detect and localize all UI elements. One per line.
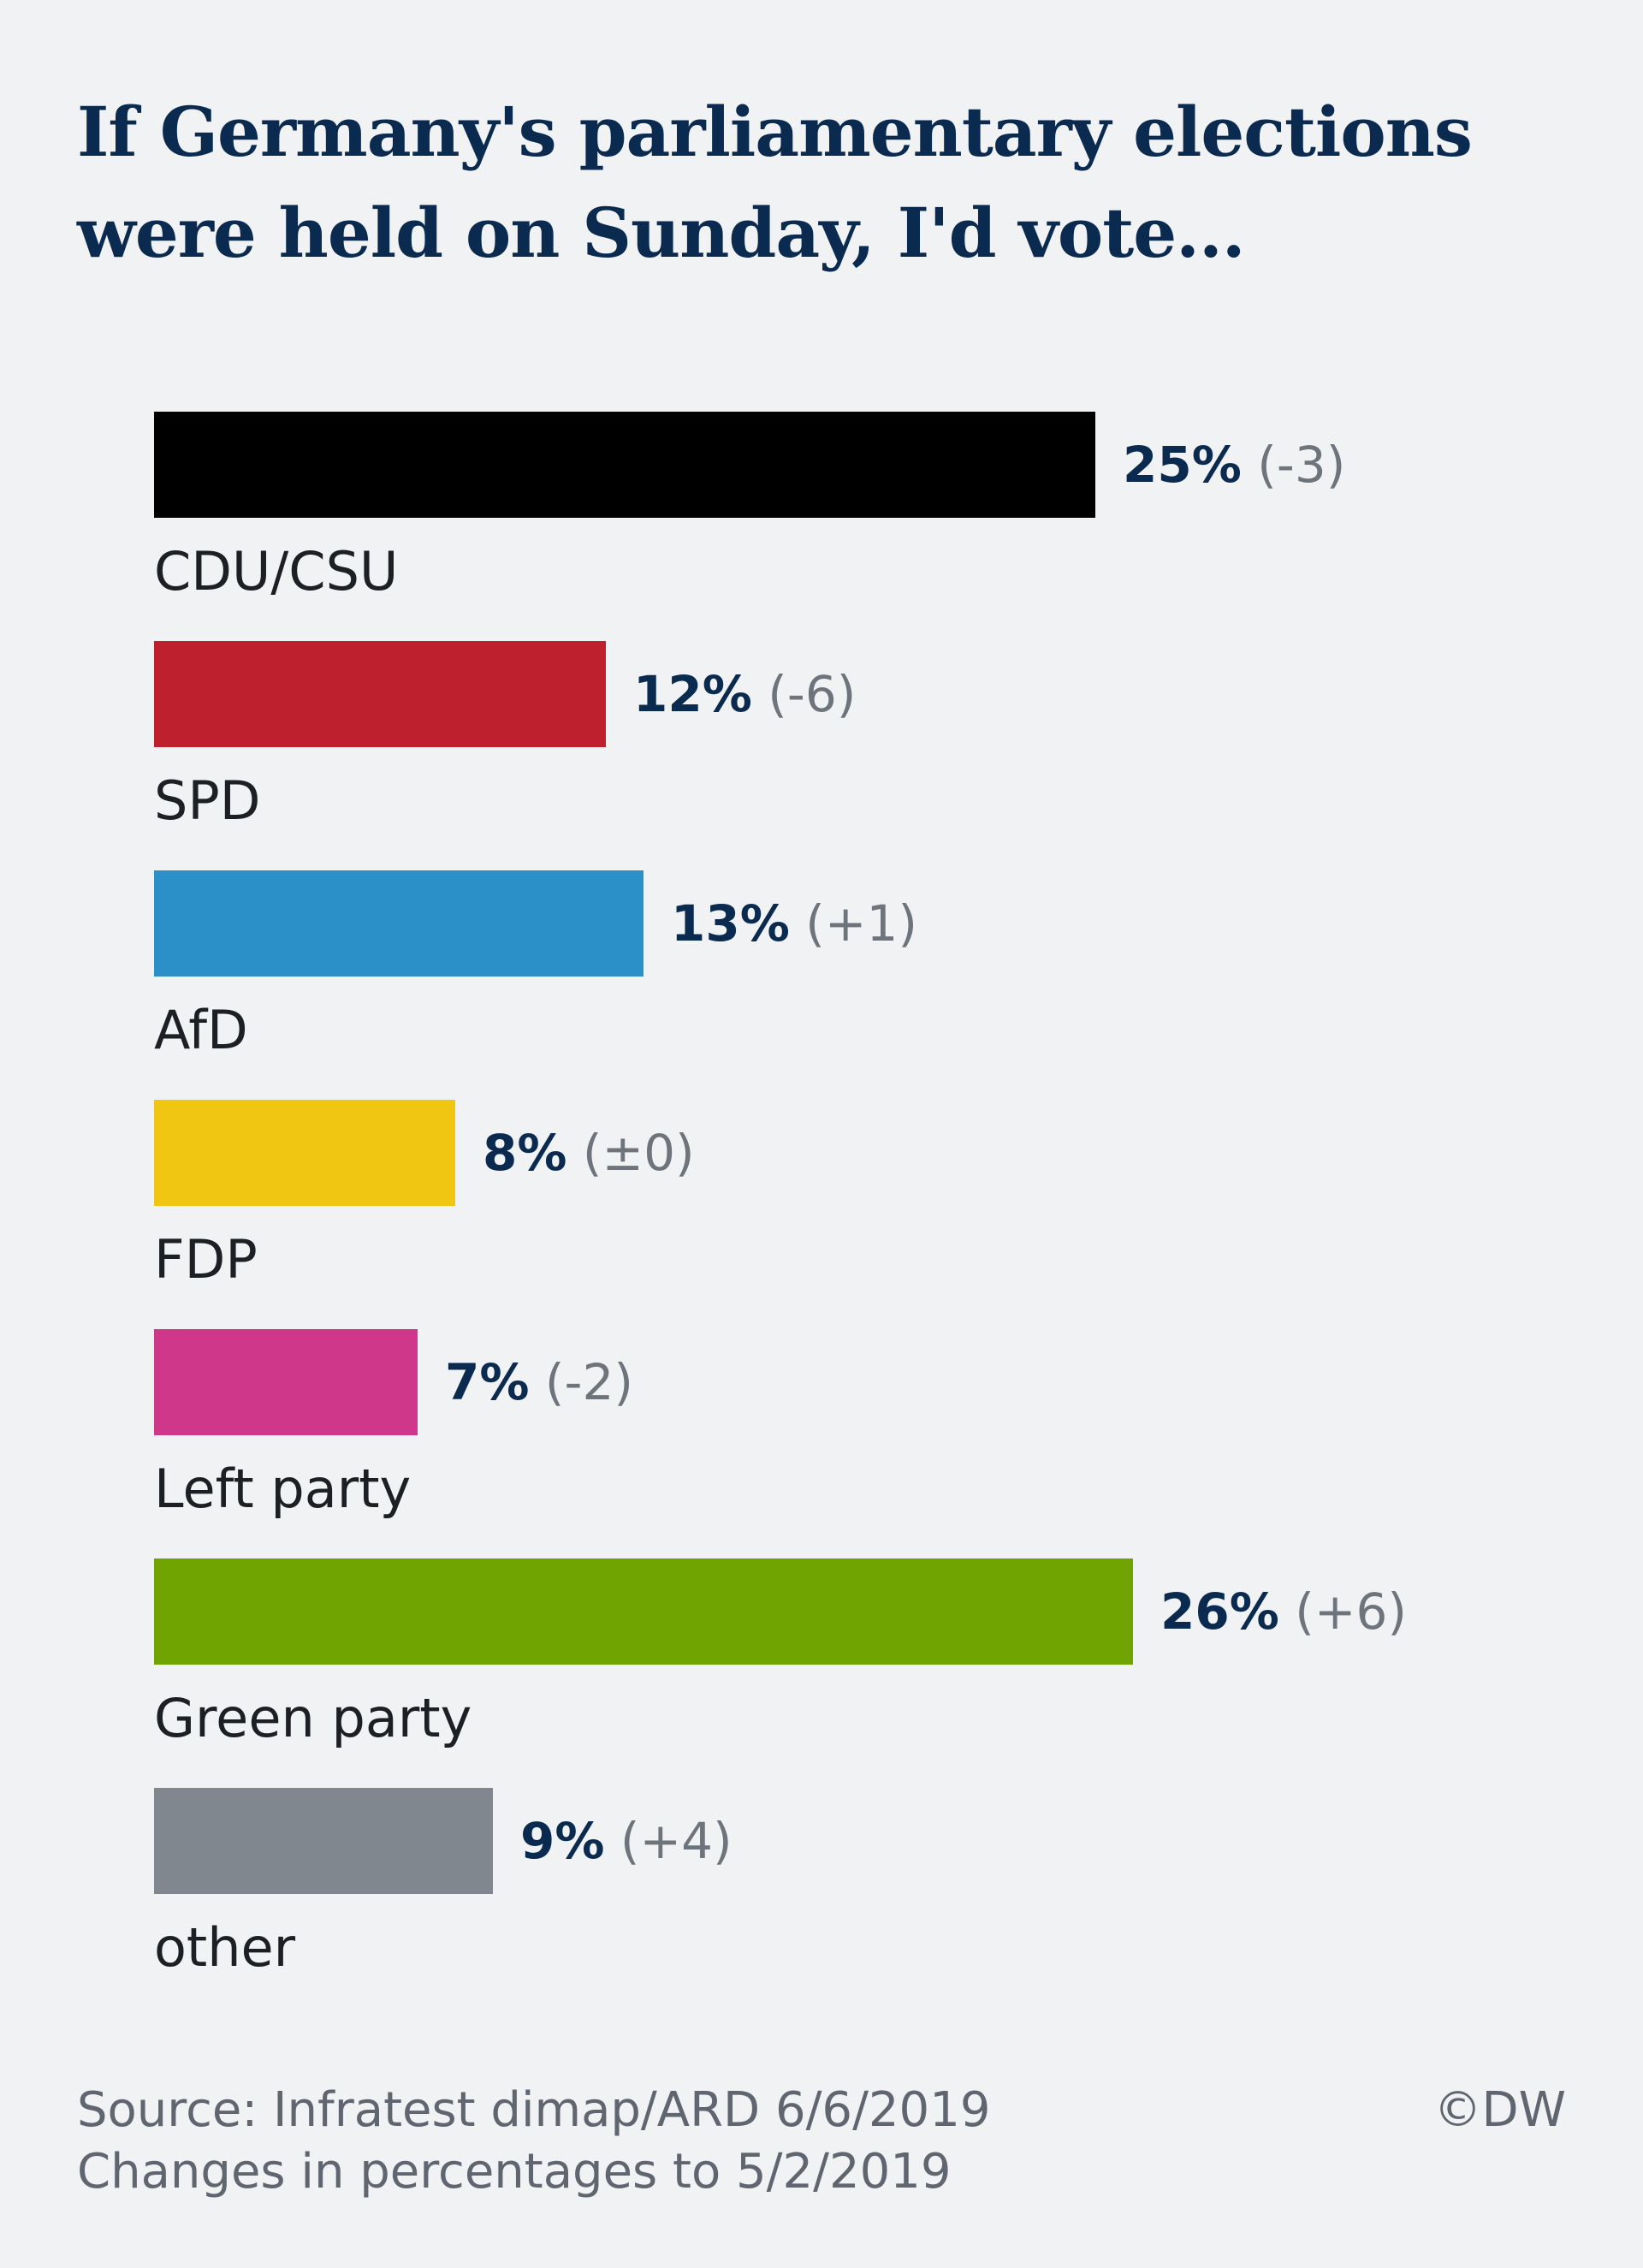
value-percent-cdu-csu: 25% (1123, 436, 1242, 494)
value-change-afd: (+1) (790, 894, 917, 953)
value-label-left-party: 7% (-2) (445, 1353, 633, 1411)
changes-note: Changes in percentages to 5/2/2019 (77, 2144, 952, 2200)
value-percent-green-party: 26% (1160, 1582, 1279, 1641)
value-change-other: (+4) (604, 1812, 732, 1870)
value-change-spd: (-6) (752, 665, 857, 723)
value-label-spd: 12% (-6) (633, 665, 856, 723)
bar-other (154, 1788, 493, 1894)
value-label-other: 9% (+4) (520, 1812, 733, 1870)
value-label-fdp: 8% (±0) (483, 1124, 695, 1182)
category-label-fdp: FDP (154, 1228, 258, 1291)
bar-green-party (154, 1559, 1133, 1665)
value-change-fdp: (±0) (566, 1124, 694, 1182)
bar-fdp (154, 1100, 455, 1206)
bar-left-party (154, 1329, 418, 1435)
value-change-left-party: (-2) (529, 1353, 633, 1411)
value-percent-left-party: 7% (445, 1353, 529, 1411)
bar-afd (154, 870, 644, 977)
value-percent-spd: 12% (633, 665, 752, 723)
value-change-cdu-csu: (-3) (1242, 436, 1346, 494)
value-percent-fdp: 8% (483, 1124, 566, 1182)
value-percent-other: 9% (520, 1812, 604, 1870)
source-note: Source: Infratest dimap/ARD 6/6/2019 (77, 2082, 991, 2138)
value-label-afd: 13% (+1) (671, 894, 917, 953)
category-label-other: other (154, 1916, 296, 1979)
value-label-cdu-csu: 25% (-3) (1123, 436, 1345, 494)
value-change-green-party: (+6) (1279, 1582, 1407, 1641)
category-label-afd: AfD (154, 999, 248, 1061)
value-percent-afd: 13% (671, 894, 790, 953)
bar-spd (154, 641, 606, 747)
copyright-note: ©DW (1433, 2082, 1567, 2138)
category-label-green-party: Green party (154, 1687, 472, 1749)
value-label-green-party: 26% (+6) (1160, 1582, 1407, 1641)
category-label-spd: SPD (154, 769, 260, 832)
category-label-left-party: Left party (154, 1458, 411, 1520)
category-label-cdu-csu: CDU/CSU (154, 540, 398, 603)
bar-cdu-csu (154, 412, 1095, 518)
chart-title: If Germany's parliamentary elections wer… (77, 92, 1473, 273)
